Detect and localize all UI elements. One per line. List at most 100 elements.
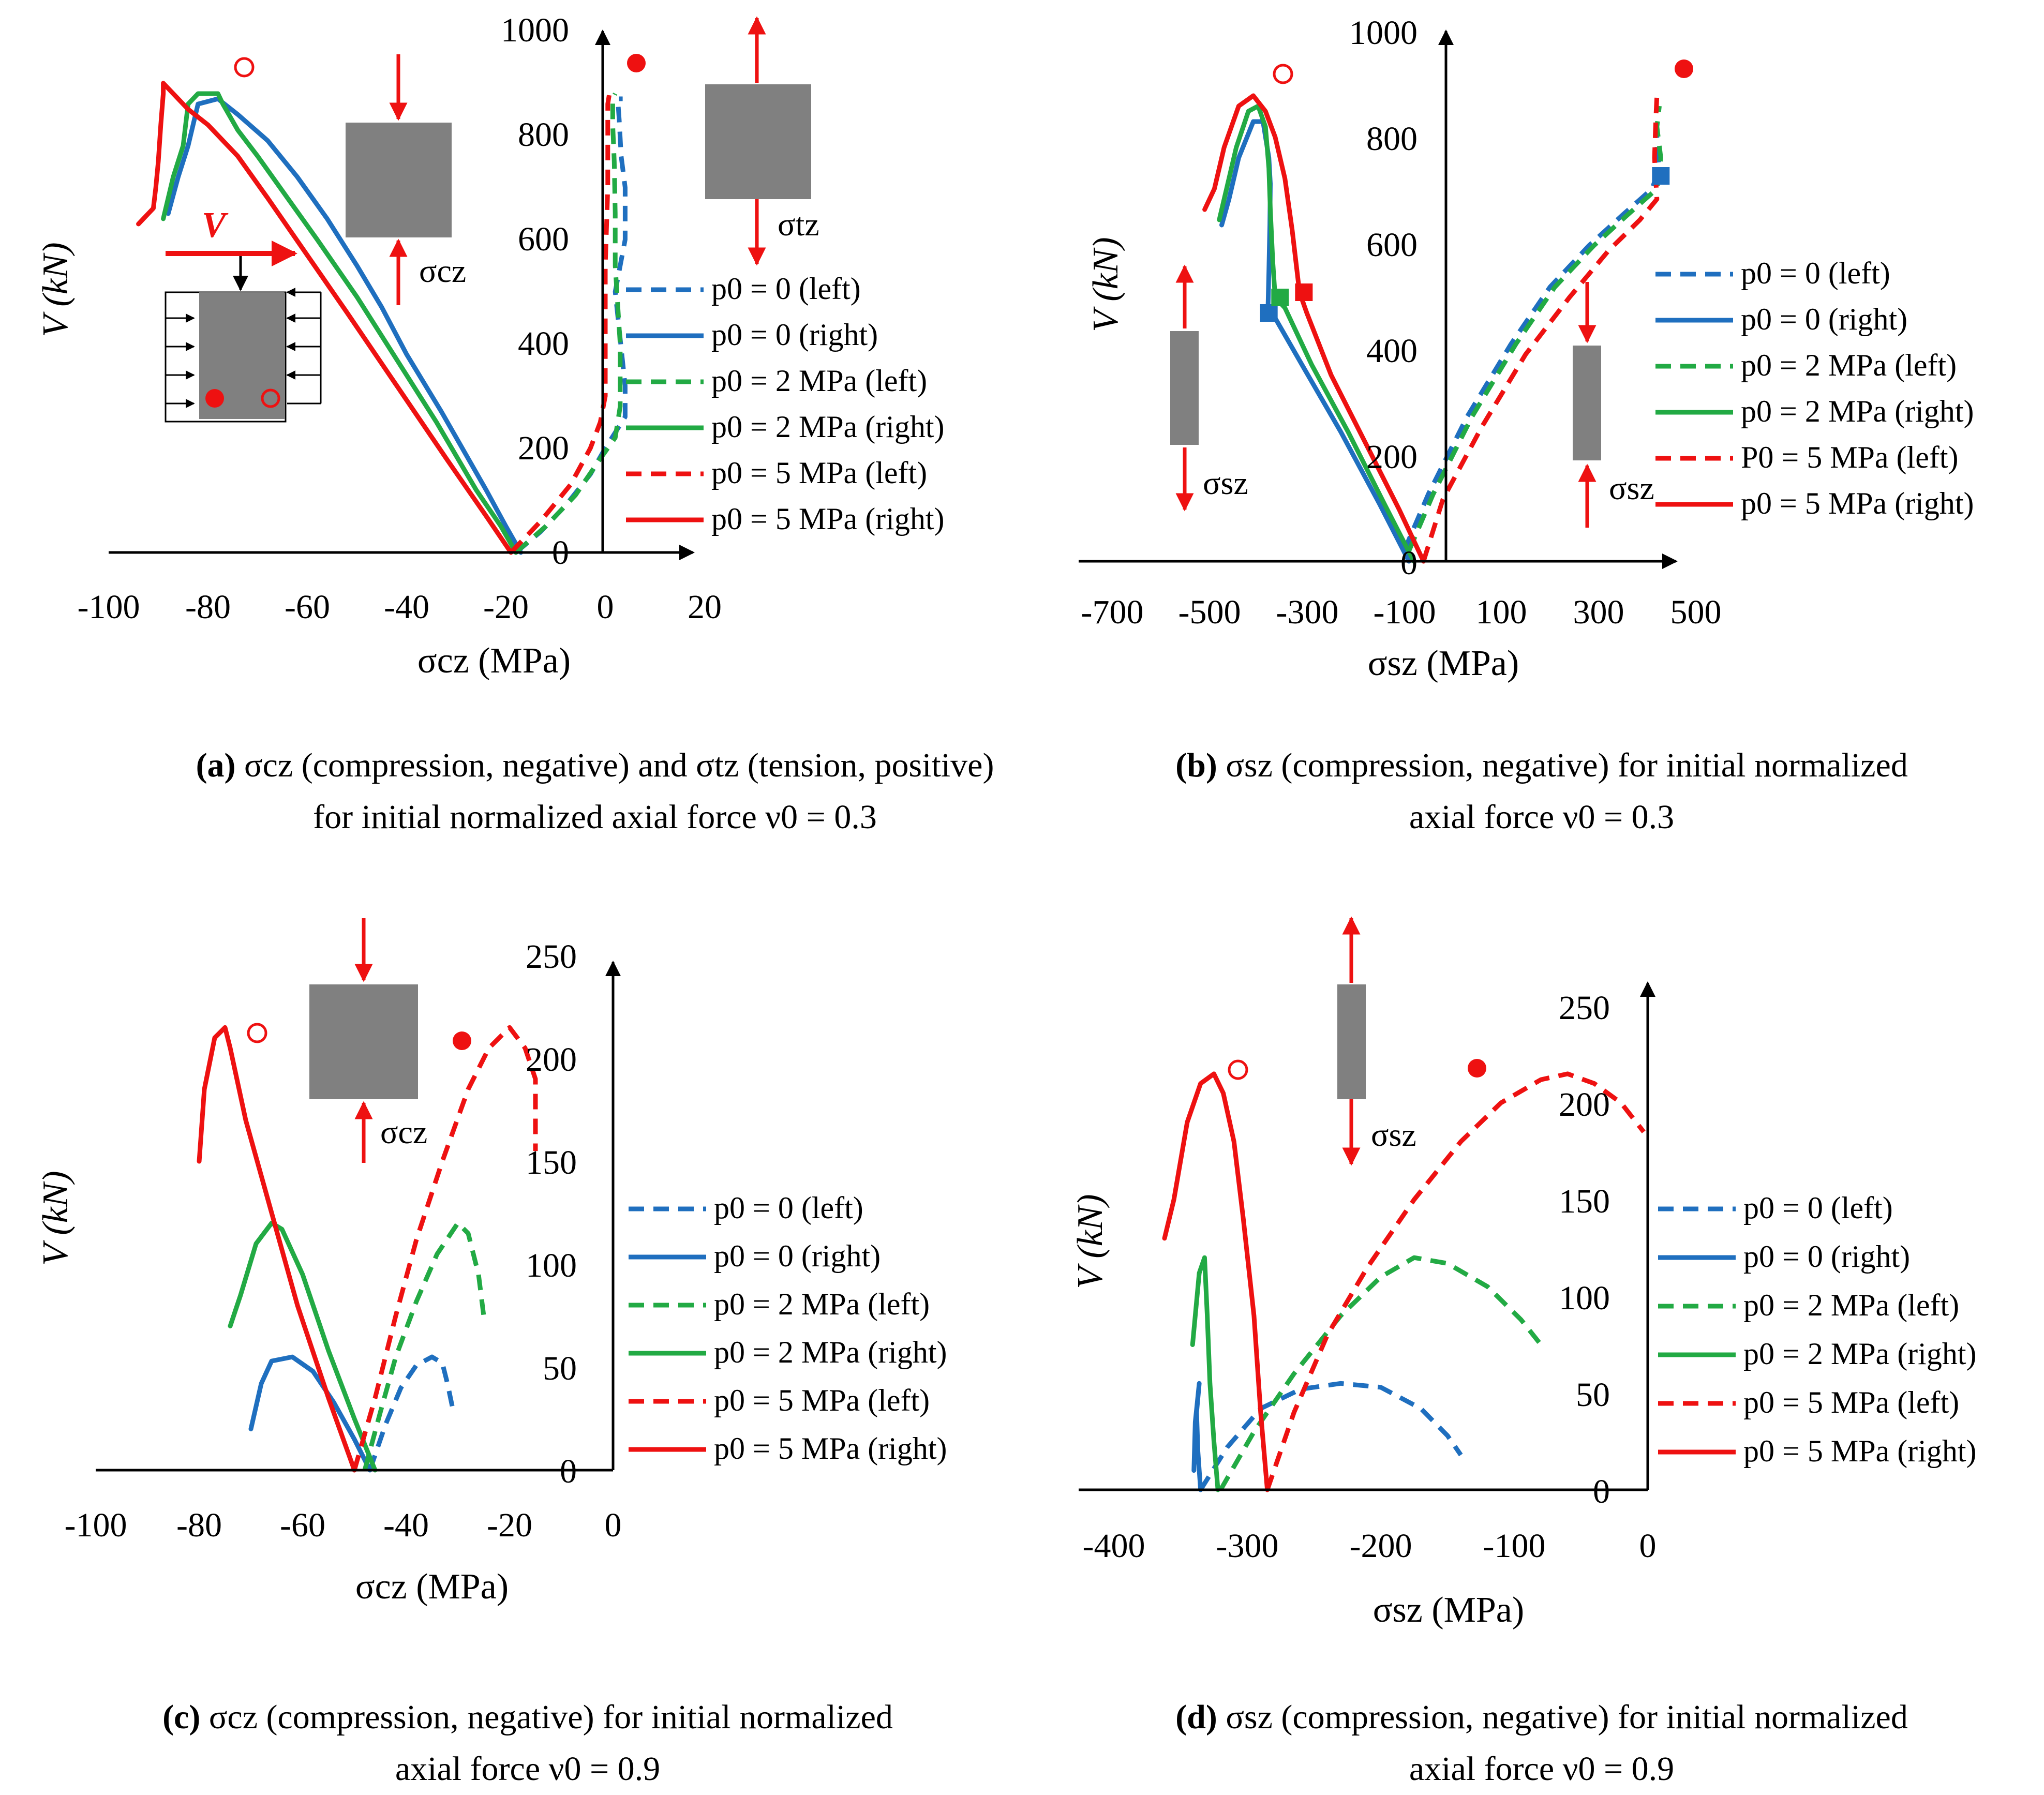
legend-label: p0 = 5 MPa (left) (714, 1383, 930, 1417)
y-tick: 100 (1559, 1279, 1610, 1317)
y-tick: 50 (543, 1350, 577, 1387)
x-tick: -100 (78, 588, 140, 626)
panel-a-series-group (136, 81, 628, 555)
y-tick: 200 (1366, 438, 1418, 476)
y-tick: 0 (1593, 1473, 1610, 1510)
x-tick: 0 (1639, 1527, 1657, 1565)
panel-b-series-group (1202, 93, 1670, 564)
x-axis-label: σcz (MPa) (355, 1567, 509, 1607)
legend-label: p0 = 0 (right) (711, 318, 878, 352)
caption-a: (a) σcz (compression, negative) and σtz … (155, 740, 1035, 843)
legend-label: p0 = 5 MPa (right) (711, 502, 944, 536)
series-line-2 (166, 96, 524, 555)
x-tick: -100 (1483, 1527, 1546, 1565)
x-tick: -400 (1083, 1527, 1145, 1565)
y-axis-label: V (kN) (1070, 1194, 1110, 1289)
y-tick: 800 (1366, 120, 1418, 158)
x-tick: 0 (605, 1506, 622, 1544)
y-tick: 150 (1559, 1183, 1610, 1220)
panel-d-x-ticks: -400 -300 -200 -100 0 (1083, 1527, 1657, 1565)
panel-c-chart: -100 -80 -60 -40 -20 0 0 50 100 150 200 … (36, 918, 947, 1607)
y-tick: 0 (1400, 544, 1418, 582)
sigma-sz-label: σsz (1609, 470, 1654, 506)
legend-label: p0 = 2 MPa (right) (711, 410, 944, 444)
legend-label: p0 = 2 MPa (left) (714, 1287, 930, 1321)
x-axis-label: σsz (MPa) (1368, 644, 1519, 683)
series-line-2 (248, 1354, 372, 1473)
x-tick: -60 (280, 1506, 325, 1544)
series-line-5 (352, 1025, 538, 1471)
shear-force-label: V (202, 205, 229, 245)
y-tick: 400 (1366, 332, 1418, 370)
y-tick: 50 (1576, 1376, 1610, 1414)
panel-a-chart: -100 -80 -60 -40 -20 0 20 0 200 400 600 … (36, 11, 944, 681)
x-tick: -80 (185, 588, 231, 626)
x-axis-label: σcz (MPa) (417, 641, 571, 681)
panel-d-legend: p0 = 0 (left) p0 = 0 (right) p0 = 2 MPa (l… (1658, 1191, 1976, 1468)
y-axis-label: V (kN) (36, 1171, 76, 1265)
sigma-sz-label: σsz (1203, 465, 1248, 501)
caption-line1: σsz (compression, negative) for initial … (1217, 1698, 1908, 1736)
legend-label: P0 = 5 MPa (left) (1741, 440, 1958, 474)
panel-d-series-group (1162, 1071, 1646, 1492)
y-tick: 100 (526, 1247, 577, 1284)
series-line-1 (367, 1354, 455, 1471)
filled-circle-marker (453, 1031, 471, 1050)
tension-bar-icon: σsz (1337, 916, 1416, 1166)
legend-label: p0 = 0 (right) (1741, 302, 1907, 336)
sigma-cz-label: σcz (380, 1114, 427, 1150)
x-tick: 500 (1670, 593, 1722, 631)
panel-a-x-ticks: -100 -80 -60 -40 -20 0 20 (78, 588, 722, 626)
y-tick: 150 (526, 1144, 577, 1181)
x-tick: -80 (176, 1506, 222, 1544)
legend-label: p0 = 5 MPa (left) (1743, 1385, 1959, 1419)
panel-a-y-ticks: 0 200 400 600 800 1000 (501, 11, 569, 572)
y-tick: 800 (518, 116, 569, 154)
series-line-6 (1162, 1071, 1270, 1492)
yield-marker (1271, 289, 1289, 306)
open-circle-marker (247, 1023, 267, 1043)
panel-d-y-ticks: 0 50 100 150 200 250 (1559, 989, 1610, 1510)
x-tick: -100 (65, 1506, 127, 1544)
panel-a-axes (109, 29, 695, 560)
caption-letter: (d) (1175, 1698, 1217, 1736)
y-tick: 200 (1559, 1086, 1610, 1124)
legend-label: p0 = 2 MPa (left) (1741, 348, 1957, 382)
series-line-4 (161, 91, 518, 555)
open-circle-marker (1273, 64, 1293, 84)
series-line-6 (136, 81, 514, 555)
x-tick: 100 (1476, 593, 1527, 631)
caption-line1: σcz (compression, negative) for initial … (200, 1698, 893, 1736)
legend-label: p0 = 5 MPa (right) (1743, 1434, 1976, 1468)
caption-letter: (c) (162, 1698, 201, 1736)
caption-d: (d) σsz (compression, negative) for init… (1076, 1692, 2007, 1795)
yield-marker (1652, 167, 1670, 185)
x-tick: -40 (384, 588, 429, 626)
series-line-3 (514, 93, 623, 555)
x-tick: -40 (383, 1506, 429, 1544)
panel-b-legend: p0 = 0 (left) p0 = 0 (right) p0 = 2 MPa (l… (1655, 256, 1974, 520)
caption-letter: (b) (1175, 746, 1217, 784)
legend-label: p0 = 0 (right) (714, 1239, 881, 1273)
caption-c: (c) σcz (compression, negative) for init… (36, 1692, 1019, 1795)
panel-c-y-ticks: 0 50 100 150 200 250 (526, 938, 577, 1490)
x-tick: -300 (1276, 593, 1339, 631)
legend-label: p0 = 5 MPa (left) (711, 456, 927, 490)
y-tick: 200 (518, 429, 569, 467)
legend-label: p0 = 2 MPa (left) (711, 364, 927, 398)
series-line-5 (1265, 1071, 1646, 1491)
panel-b-y-ticks: 0 200 400 600 800 1000 (1349, 14, 1418, 582)
series-line-5 (509, 88, 613, 555)
compression-block-icon: σcz (346, 54, 466, 305)
y-tick: 1000 (501, 11, 569, 49)
series-line-6 (1202, 93, 1426, 564)
legend-label: p0 = 2 MPa (right) (1741, 394, 1974, 428)
open-circle-marker (234, 57, 255, 78)
panel-c-legend: p0 = 0 (left) p0 = 0 (right) p0 = 2 MPa (l… (629, 1191, 947, 1465)
panel-b-chart: -700 -500 -300 -100 100 300 500 0 200 40… (1079, 14, 1974, 683)
x-tick: -100 (1374, 593, 1436, 631)
y-tick: 250 (526, 938, 577, 976)
series-line-4 (228, 1220, 378, 1473)
caption-letter: (a) (196, 746, 236, 784)
